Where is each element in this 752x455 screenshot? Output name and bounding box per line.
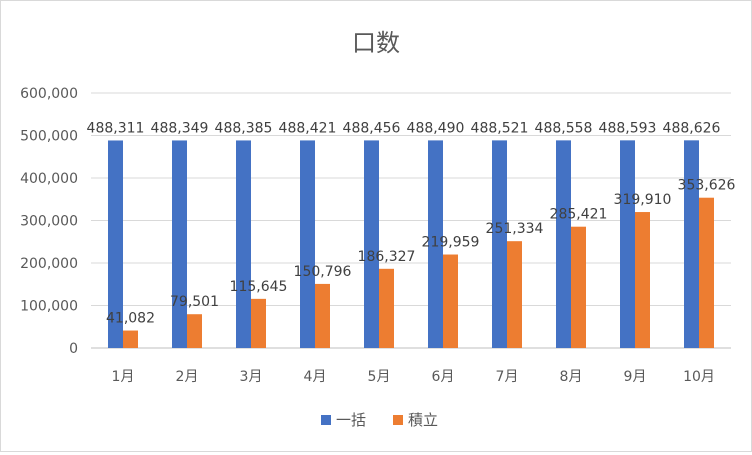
y-tick-label: 600,000 [20, 86, 78, 102]
data-label: 79,501 [170, 294, 219, 310]
legend-label: 積立 [408, 411, 438, 429]
x-tick-label: 2月 [176, 369, 199, 385]
bar-tsumitate [507, 241, 522, 348]
data-label: 150,796 [294, 264, 352, 280]
data-label: 488,626 [663, 120, 721, 136]
chart-title: 口数 [352, 29, 400, 57]
bar-ikkatsu [620, 140, 635, 348]
x-tick-label: 3月 [240, 369, 263, 385]
bar-ikkatsu [300, 140, 315, 348]
data-label: 285,421 [550, 207, 608, 223]
data-label: 319,910 [614, 192, 672, 208]
x-axis-ticks: 1月 2月 3月 4月 5月 6月 7月 8月 9月 10月 [112, 369, 715, 385]
y-tick-label: 500,000 [20, 129, 78, 145]
bar-tsumitate [443, 254, 458, 348]
x-tick-label: 4月 [304, 369, 327, 385]
bar-tsumitate [251, 298, 266, 348]
bar-tsumitate [699, 197, 714, 348]
data-label: 115,645 [230, 279, 288, 295]
bar-ikkatsu [428, 140, 443, 348]
x-tick-label: 1月 [112, 369, 135, 385]
gridlines [91, 92, 731, 349]
legend-label: 一括 [336, 411, 366, 429]
x-tick-label: 6月 [432, 369, 455, 385]
data-label: 488,521 [471, 120, 529, 136]
x-tick-label: 9月 [624, 369, 647, 385]
y-axis-ticks: 0 100,000 200,000 300,000 400,000 500,000 600,… [20, 86, 78, 357]
bar-ikkatsu [364, 140, 379, 348]
bar-tsumitate [379, 268, 394, 348]
data-label: 353,626 [678, 178, 736, 194]
data-label: 251,334 [486, 221, 544, 237]
data-label: 488,593 [599, 120, 657, 136]
data-label: 488,456 [343, 120, 401, 136]
bar-ikkatsu [172, 140, 187, 348]
legend: 一括 積立 [321, 411, 438, 429]
bar-ikkatsu [108, 140, 123, 348]
y-tick-label: 300,000 [20, 214, 78, 230]
bars [108, 140, 714, 348]
legend-swatch [393, 415, 403, 425]
data-label: 488,311 [87, 120, 145, 136]
bar-tsumitate [187, 314, 202, 348]
bar-tsumitate [571, 226, 586, 348]
bar-tsumitate [123, 330, 138, 348]
x-tick-label: 8月 [560, 369, 583, 385]
data-label: 488,385 [215, 120, 273, 136]
data-label: 488,558 [535, 120, 593, 136]
data-labels: 488,311 41,082 488,349 79,501 488,385 115,645… [87, 120, 736, 326]
x-tick-label: 5月 [368, 369, 391, 385]
y-tick-label: 200,000 [20, 256, 78, 272]
data-label: 41,082 [106, 311, 155, 327]
x-tick-label: 7月 [496, 369, 519, 385]
bar-ikkatsu [684, 140, 699, 348]
data-label: 488,349 [151, 120, 209, 136]
legend-swatch [321, 415, 331, 425]
bar-tsumitate [315, 283, 330, 348]
y-tick-label: 400,000 [20, 171, 78, 187]
y-tick-label: 100,000 [20, 299, 78, 315]
data-label: 186,327 [358, 249, 416, 265]
bar-ikkatsu [556, 140, 571, 348]
data-label: 488,490 [407, 120, 465, 136]
data-label: 219,959 [422, 235, 480, 251]
data-label: 488,421 [279, 120, 337, 136]
bar-ikkatsu [236, 140, 251, 348]
x-tick-label: 10月 [683, 369, 715, 385]
bar-ikkatsu [492, 140, 507, 348]
y-tick-label: 0 [69, 341, 78, 357]
bar-tsumitate [635, 212, 650, 348]
